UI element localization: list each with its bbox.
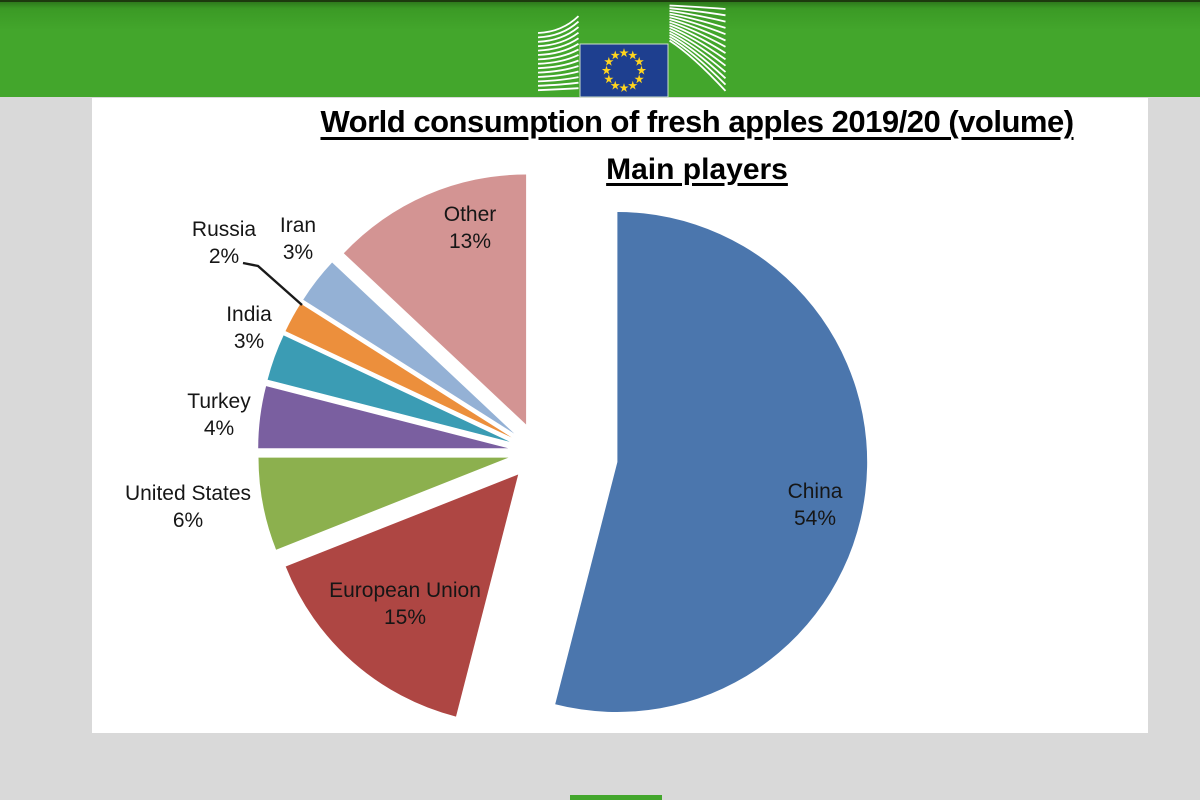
pie-slice-european-union [285,474,519,717]
logo-stripe [669,23,726,54]
slice-label-name: European Union [329,579,481,602]
russia-leader-line [242,261,303,306]
logo-stripe [669,12,726,29]
slice-label-name: China [787,480,843,503]
slice-label-percent: 13% [448,230,492,253]
eu-star-icon [601,65,612,75]
pie-slice-india [267,335,510,442]
logo-stripe [669,34,727,79]
logo-stripe [538,70,579,78]
slice-label-turkey: Turkey 4% [187,388,250,442]
slice-label-name: Russia [191,218,257,241]
logo-right-stripes-icon [669,4,727,92]
logo-stripe [538,37,580,52]
eu-star-icon [634,74,644,84]
logo-stripe [538,76,579,83]
logo-stripe [669,39,727,92]
logo-stripe [669,28,727,67]
eu-flag-stars-icon [601,48,647,92]
logo-stripe [538,87,579,92]
logo-stripe [538,43,579,56]
slice-label-percent: 3% [233,330,265,353]
header-banner [0,0,1200,98]
logo-stripe [538,26,580,43]
logo-stripe [669,7,726,17]
logo-stripe [538,20,580,39]
logo-stripe [669,26,727,61]
eu-star-icon [610,80,620,90]
logo-stripe [669,37,727,86]
slice-label-name: Other [443,203,497,226]
slice-label-china: China 54% [788,478,843,532]
eu-star-icon [619,83,629,92]
logo-stripe [538,15,580,34]
slice-label-percent: 3% [282,241,314,264]
european-commission-logo [538,4,727,98]
eu-star-icon [619,48,629,57]
eu-star-icon [610,50,620,60]
slice-label-european-union: European Union 15% [329,577,481,631]
slice-label-russia: Russia 2% [192,216,256,270]
eu-star-icon [636,65,647,75]
pie-slice-other [343,174,527,425]
logo-stripe [669,10,726,23]
slice-label-other: Other 13% [444,201,497,255]
next-slide-partial-logo [570,795,662,800]
chart-subtitle: Main players [606,153,788,186]
slice-label-percent: 15% [383,606,427,629]
slice-label-india: India 3% [226,301,272,355]
pie-slice-russia [285,303,512,438]
slice-label-percent: 54% [793,507,837,530]
logo-stripe [669,15,726,36]
logo-stripe [538,65,579,74]
eu-star-icon [628,80,638,90]
logo-stripe [669,20,726,48]
pie-slice-iran [303,262,515,434]
slice-label-percent: 2% [208,245,240,268]
logo-left-stripes-icon [538,15,580,92]
slice-label-name: Iran [279,214,317,237]
logo-stripe [669,4,726,10]
logo-stripe [538,48,579,61]
eu-star-icon [604,56,614,66]
slice-label-percent: 4% [203,417,235,440]
slice-label-united-states: United States 6% [125,480,251,534]
logo-stripe [538,54,579,65]
slice-label-name: United States [124,482,252,505]
chart-title: World consumption of fresh apples 2019/2… [320,104,1074,139]
pie-slice-united-states [258,457,509,550]
slice-label-name: India [226,303,272,326]
eu-star-icon [604,74,614,84]
eu-star-icon [628,50,638,60]
logo-stripe [669,31,727,73]
logo-stripe [538,59,579,70]
slice-label-percent: 6% [172,509,204,532]
pie-slice-china [555,212,868,712]
logo-stripe [538,31,580,48]
logo-stripe [538,81,579,87]
slice-label-name: Turkey [187,390,251,413]
slice-label-iran: Iran 3% [280,212,316,266]
pie-slice-turkey [258,386,509,449]
logo-stripe [669,18,726,42]
eu-star-icon [634,56,644,66]
